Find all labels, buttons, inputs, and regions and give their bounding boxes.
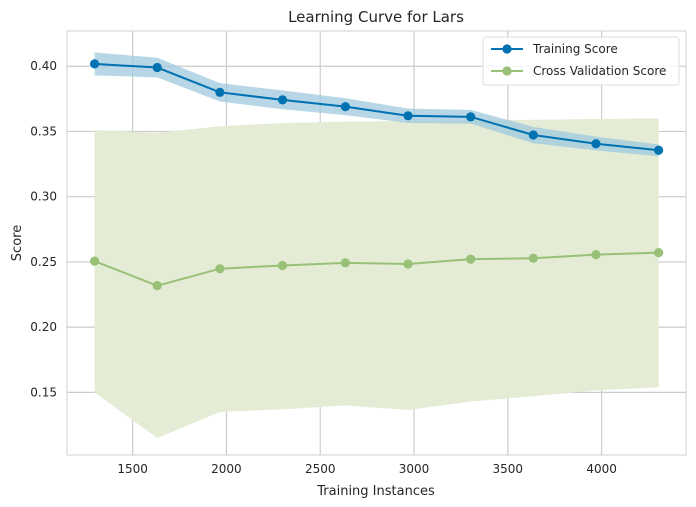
data-point <box>528 130 538 140</box>
y-tick-label: 0.25 <box>30 255 57 269</box>
series-line <box>94 62 659 152</box>
legend-label: Training Score <box>532 42 618 56</box>
x-tick-label: 2500 <box>305 462 336 476</box>
y-tick-label: 0.30 <box>30 190 57 204</box>
legend: Training Score Cross Validation Score <box>482 36 680 86</box>
data-point <box>403 111 413 121</box>
legend-marker <box>502 44 512 54</box>
data-point <box>277 260 288 271</box>
y-axis-label: Score <box>10 225 25 261</box>
series-line <box>94 251 659 287</box>
x-tick-label: 2000 <box>211 462 242 476</box>
data-point <box>152 62 162 73</box>
data-point <box>89 256 100 266</box>
y-tick-label: 0.35 <box>30 124 57 138</box>
data-point <box>215 264 225 274</box>
score-lines <box>94 62 659 287</box>
data-point <box>466 254 476 264</box>
y-axis-ticks: 0.15 0.20 0.25 0.30 0.35 0.40 <box>30 59 57 399</box>
x-axis-ticks: 1500 2000 2500 3000 3500 4000 <box>117 462 616 476</box>
data-point <box>654 145 664 155</box>
data-point <box>528 253 538 263</box>
data-point <box>152 281 162 291</box>
x-tick-label: 3000 <box>399 462 430 476</box>
chart-title: Learning Curve for Lars <box>288 8 464 26</box>
data-point <box>591 250 601 260</box>
data-point <box>215 87 225 97</box>
score-points <box>89 59 664 291</box>
x-axis-label: Training Instances <box>316 484 435 499</box>
x-tick-label: 4000 <box>586 462 617 476</box>
data-point <box>403 259 413 269</box>
data-point <box>466 112 476 122</box>
data-point <box>277 95 288 105</box>
y-tick-label: 0.40 <box>30 59 57 73</box>
legend-label: Cross Validation Score <box>533 64 666 78</box>
x-tick-label: 3500 <box>493 462 524 476</box>
data-point <box>591 139 601 149</box>
data-point <box>654 248 664 258</box>
data-point <box>89 59 100 69</box>
y-tick-label: 0.15 <box>30 385 57 399</box>
x-tick-label: 1500 <box>117 462 148 476</box>
y-tick-label: 0.20 <box>30 320 57 334</box>
data-point <box>340 258 350 268</box>
legend-marker <box>502 66 512 76</box>
series-band <box>94 118 659 439</box>
legend-box <box>482 36 680 86</box>
data-point <box>340 102 350 112</box>
